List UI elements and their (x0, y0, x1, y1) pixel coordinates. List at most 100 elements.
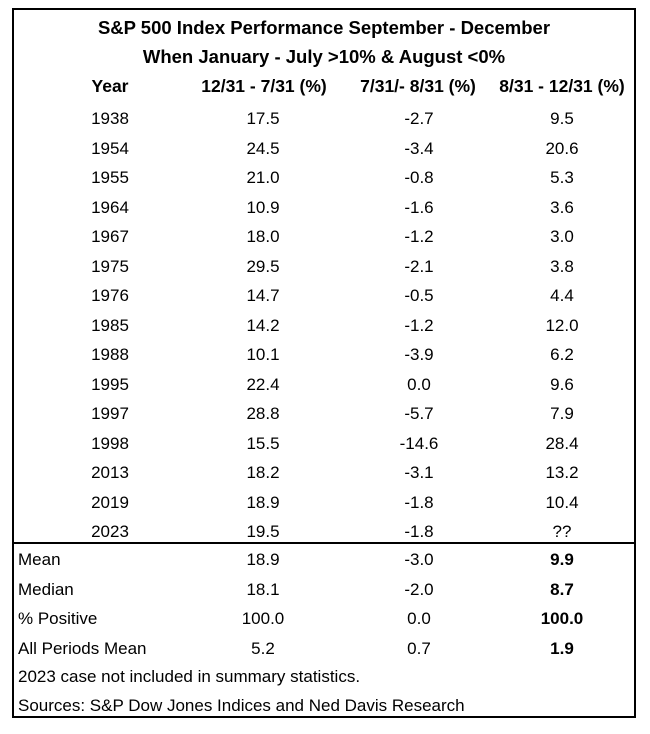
jan-jul-cell: 10.9 (246, 197, 280, 217)
year-cell: 2019 (91, 492, 129, 512)
summary-row: Median 18.1 -2.0 8.7 (14, 575, 634, 604)
aug-cell: -1.8 (404, 492, 434, 512)
sep-dec-cell: 13.2 (545, 463, 579, 482)
table-row: 1976 14.7 -0.5 4.4 (14, 281, 634, 310)
jan-jul-cell: 100.0 (241, 609, 285, 628)
table-row: 1988 10.1 -3.9 6.2 (14, 340, 634, 369)
sep-dec-cell: 3.0 (550, 227, 574, 246)
sep-dec-cell: 1.9 (550, 638, 574, 658)
year-cell: 1967 (91, 227, 129, 246)
aug-cell: -0.5 (404, 286, 434, 305)
header-aug: 7/31/- 8/31 (%) (360, 76, 476, 96)
jan-jul-cell: 18.0 (246, 227, 280, 246)
jan-jul-cell: 22.4 (246, 374, 280, 394)
table-title: S&P 500 Index Performance September - De… (97, 17, 551, 38)
header-jan-jul: 12/31 - 7/31 (%) (201, 76, 327, 96)
table-row: 1955 21.0 -0.8 5.3 (14, 163, 634, 192)
summary-divider (14, 542, 634, 544)
table-row: 2013 18.2 -3.1 13.2 (14, 458, 634, 487)
sep-dec-cell: 20.6 (545, 138, 579, 158)
year-cell: 1985 (91, 315, 129, 335)
year-cell: 1955 (91, 168, 129, 187)
jan-jul-cell: 21.0 (246, 168, 280, 187)
table-row: 1938 17.5 -2.7 9.5 (14, 104, 634, 133)
summary-label: % Positive (18, 609, 98, 628)
aug-cell: -1.8 (404, 522, 434, 541)
jan-jul-cell: 18.1 (246, 579, 280, 599)
aug-cell: -3.0 (404, 550, 434, 569)
sep-dec-cell: 9.9 (550, 550, 574, 569)
year-cell: 1938 (91, 109, 129, 128)
jan-jul-cell: 14.7 (246, 286, 280, 305)
aug-cell: 0.0 (407, 609, 431, 628)
header-year: Year (91, 76, 129, 96)
year-cell: 1995 (91, 374, 129, 394)
year-cell: 1976 (91, 286, 129, 305)
sep-dec-cell: 100.0 (540, 609, 584, 628)
table-row: 1985 14.2 -1.2 12.0 (14, 311, 634, 340)
table-subtitle: When January - July >10% & August <0% (142, 46, 506, 67)
year-cell: 1964 (91, 197, 129, 217)
year-cell: 1975 (91, 256, 129, 276)
sep-dec-cell: 3.6 (550, 197, 574, 217)
year-cell: 1998 (91, 433, 129, 453)
sep-dec-cell: 8.7 (550, 579, 574, 599)
sep-dec-cell: 6.2 (550, 345, 574, 364)
year-cell: 2023 (91, 522, 129, 541)
summary-label: Mean (18, 550, 61, 569)
jan-jul-cell: 10.1 (246, 345, 280, 364)
aug-cell: -14.6 (399, 433, 439, 453)
year-cell: 1988 (91, 345, 129, 364)
year-cell: 1954 (91, 138, 129, 158)
sep-dec-cell: 28.4 (545, 433, 579, 453)
table-row: 1997 28.8 -5.7 7.9 (14, 399, 634, 428)
summary-row: Mean 18.9 -3.0 9.9 (14, 545, 634, 574)
summary-row: All Periods Mean 5.2 0.7 1.9 (14, 634, 634, 663)
jan-jul-cell: 24.5 (246, 138, 280, 158)
sep-dec-cell: ?? (552, 522, 572, 541)
table-row: 1964 10.9 -1.6 3.6 (14, 193, 634, 222)
table-row: 1998 15.5 -14.6 28.4 (14, 429, 634, 458)
table-row: 1995 22.4 0.0 9.6 (14, 370, 634, 399)
aug-cell: -1.2 (404, 227, 434, 246)
aug-cell: -2.7 (404, 109, 434, 128)
aug-cell: -2.0 (404, 579, 434, 599)
performance-table: S&P 500 Index Performance September - De… (12, 8, 636, 718)
jan-jul-cell: 19.5 (246, 522, 280, 541)
sep-dec-cell: 12.0 (545, 315, 579, 335)
aug-cell: 0.0 (407, 374, 431, 394)
jan-jul-cell: 29.5 (246, 256, 280, 276)
sep-dec-cell: 10.4 (545, 492, 579, 512)
aug-cell: -0.8 (404, 168, 434, 187)
aug-cell: -5.7 (404, 404, 434, 423)
jan-jul-cell: 15.5 (246, 433, 280, 453)
aug-cell: -1.6 (404, 197, 434, 217)
aug-cell: -3.1 (404, 463, 434, 482)
jan-jul-cell: 18.9 (246, 550, 280, 569)
header-sep-dec: 8/31 - 12/31 (%) (499, 76, 625, 96)
sep-dec-cell: 3.8 (550, 256, 574, 276)
table-row: 1967 18.0 -1.2 3.0 (14, 222, 634, 251)
sep-dec-cell: 9.6 (550, 374, 574, 394)
table-row: 2023 19.5 -1.8?? (14, 517, 634, 546)
jan-jul-cell: 14.2 (246, 315, 280, 335)
summary-label: Median (18, 579, 74, 599)
table-row: 2019 18.9 -1.8 10.4 (14, 488, 634, 517)
jan-jul-cell: 28.8 (246, 404, 280, 423)
jan-jul-cell: 5.2 (251, 638, 275, 658)
footnote: 2023 case not included in summary statis… (18, 667, 361, 686)
year-cell: 1997 (91, 404, 129, 423)
year-cell: 2013 (91, 463, 129, 482)
jan-jul-cell: 18.9 (246, 492, 280, 512)
aug-cell: -1.2 (404, 315, 434, 335)
table-row: 1975 29.5 -2.1 3.8 (14, 252, 634, 281)
sep-dec-cell: 5.3 (550, 168, 574, 187)
aug-cell: -3.9 (404, 345, 434, 364)
sep-dec-cell: 9.5 (550, 109, 574, 128)
aug-cell: -2.1 (404, 256, 434, 276)
sep-dec-cell: 7.9 (550, 404, 574, 423)
sources-note: Sources: S&P Dow Jones Indices and Ned D… (18, 696, 465, 715)
sep-dec-cell: 4.4 (550, 286, 574, 305)
table-row: 1954 24.5 -3.4 20.6 (14, 134, 634, 163)
aug-cell: -3.4 (404, 138, 434, 158)
